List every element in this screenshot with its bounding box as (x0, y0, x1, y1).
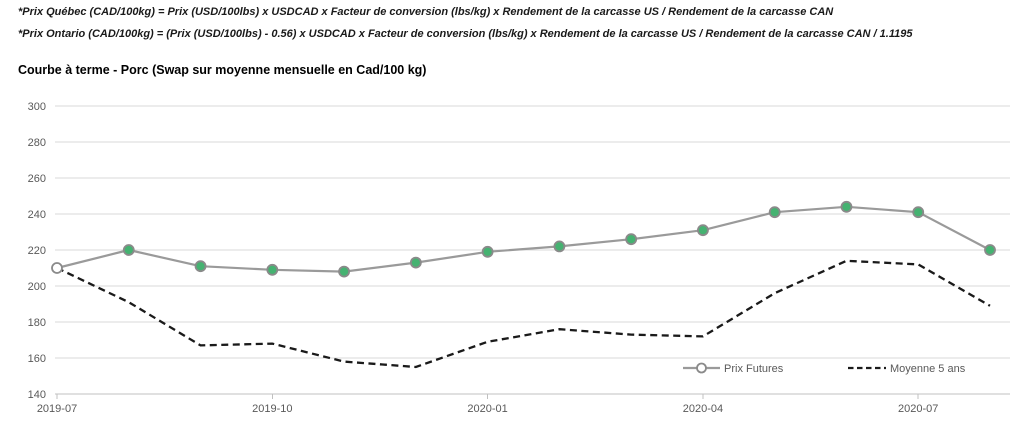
y-tick-label: 180 (28, 317, 46, 329)
y-tick-label: 200 (28, 281, 46, 293)
y-tick-label: 220 (28, 245, 46, 257)
chart-title: Courbe à terme - Porc (Swap sur moyenne … (18, 63, 427, 77)
futures-point-marker (768, 206, 781, 219)
futures-point-marker (481, 245, 494, 258)
futures-point-marker (266, 263, 279, 276)
futures-point-marker (122, 244, 135, 256)
futures-point-marker (338, 265, 350, 278)
legend-futures-marker-sample (696, 362, 707, 374)
futures-point-marker (984, 244, 996, 256)
futures-point-marker (697, 224, 709, 237)
y-tick-label: 160 (28, 353, 46, 365)
futures-point-marker (553, 240, 566, 253)
x-axis-labels: 2019-07 2019-10 2020-01 2020-04 2020-07 (37, 394, 938, 415)
formula-note-ontario: *Prix Ontario (CAD/100kg) = (Prix (USD/1… (18, 28, 913, 40)
y-axis-labels: 140 160 180 200 220 240 260 280 300 (28, 101, 46, 401)
futures-point-marker (194, 260, 207, 273)
x-tick-label: 2019-07 (37, 403, 77, 415)
x-tick-label: 2020-04 (683, 403, 723, 415)
legend: Prix Futures Moyenne 5 ans (683, 362, 966, 375)
futures-point-marker (625, 233, 638, 246)
x-tick-label: 2020-01 (467, 403, 507, 415)
formula-note-quebec: *Prix Québec (CAD/100kg) = Prix (USD/100… (18, 6, 834, 18)
futures-first-point-marker (51, 262, 63, 274)
y-tick-label: 300 (28, 101, 46, 113)
legend-moyenne-label: Moyenne 5 ans (890, 363, 966, 375)
x-tick-label: 2019-10 (252, 403, 292, 415)
futures-point-marker (912, 206, 925, 219)
y-tick-label: 260 (28, 173, 46, 185)
formula-notes: *Prix Québec (CAD/100kg) = Prix (USD/100… (18, 1, 913, 45)
x-tick-label: 2020-07 (898, 403, 938, 415)
y-tick-label: 280 (28, 137, 46, 149)
futures-point-marker (840, 200, 853, 213)
y-tick-label: 240 (28, 209, 46, 221)
prix-futures-series (51, 200, 996, 278)
futures-point-marker (409, 256, 422, 269)
y-tick-label: 140 (28, 389, 46, 401)
gridlines (55, 105, 1010, 395)
legend-futures-label: Prix Futures (724, 363, 784, 375)
pork-forward-curve-chart: 140 160 180 200 220 240 260 280 300 2019-07 2019-1… (28, 101, 1010, 415)
moyenne-5-ans-series (56, 259, 991, 369)
